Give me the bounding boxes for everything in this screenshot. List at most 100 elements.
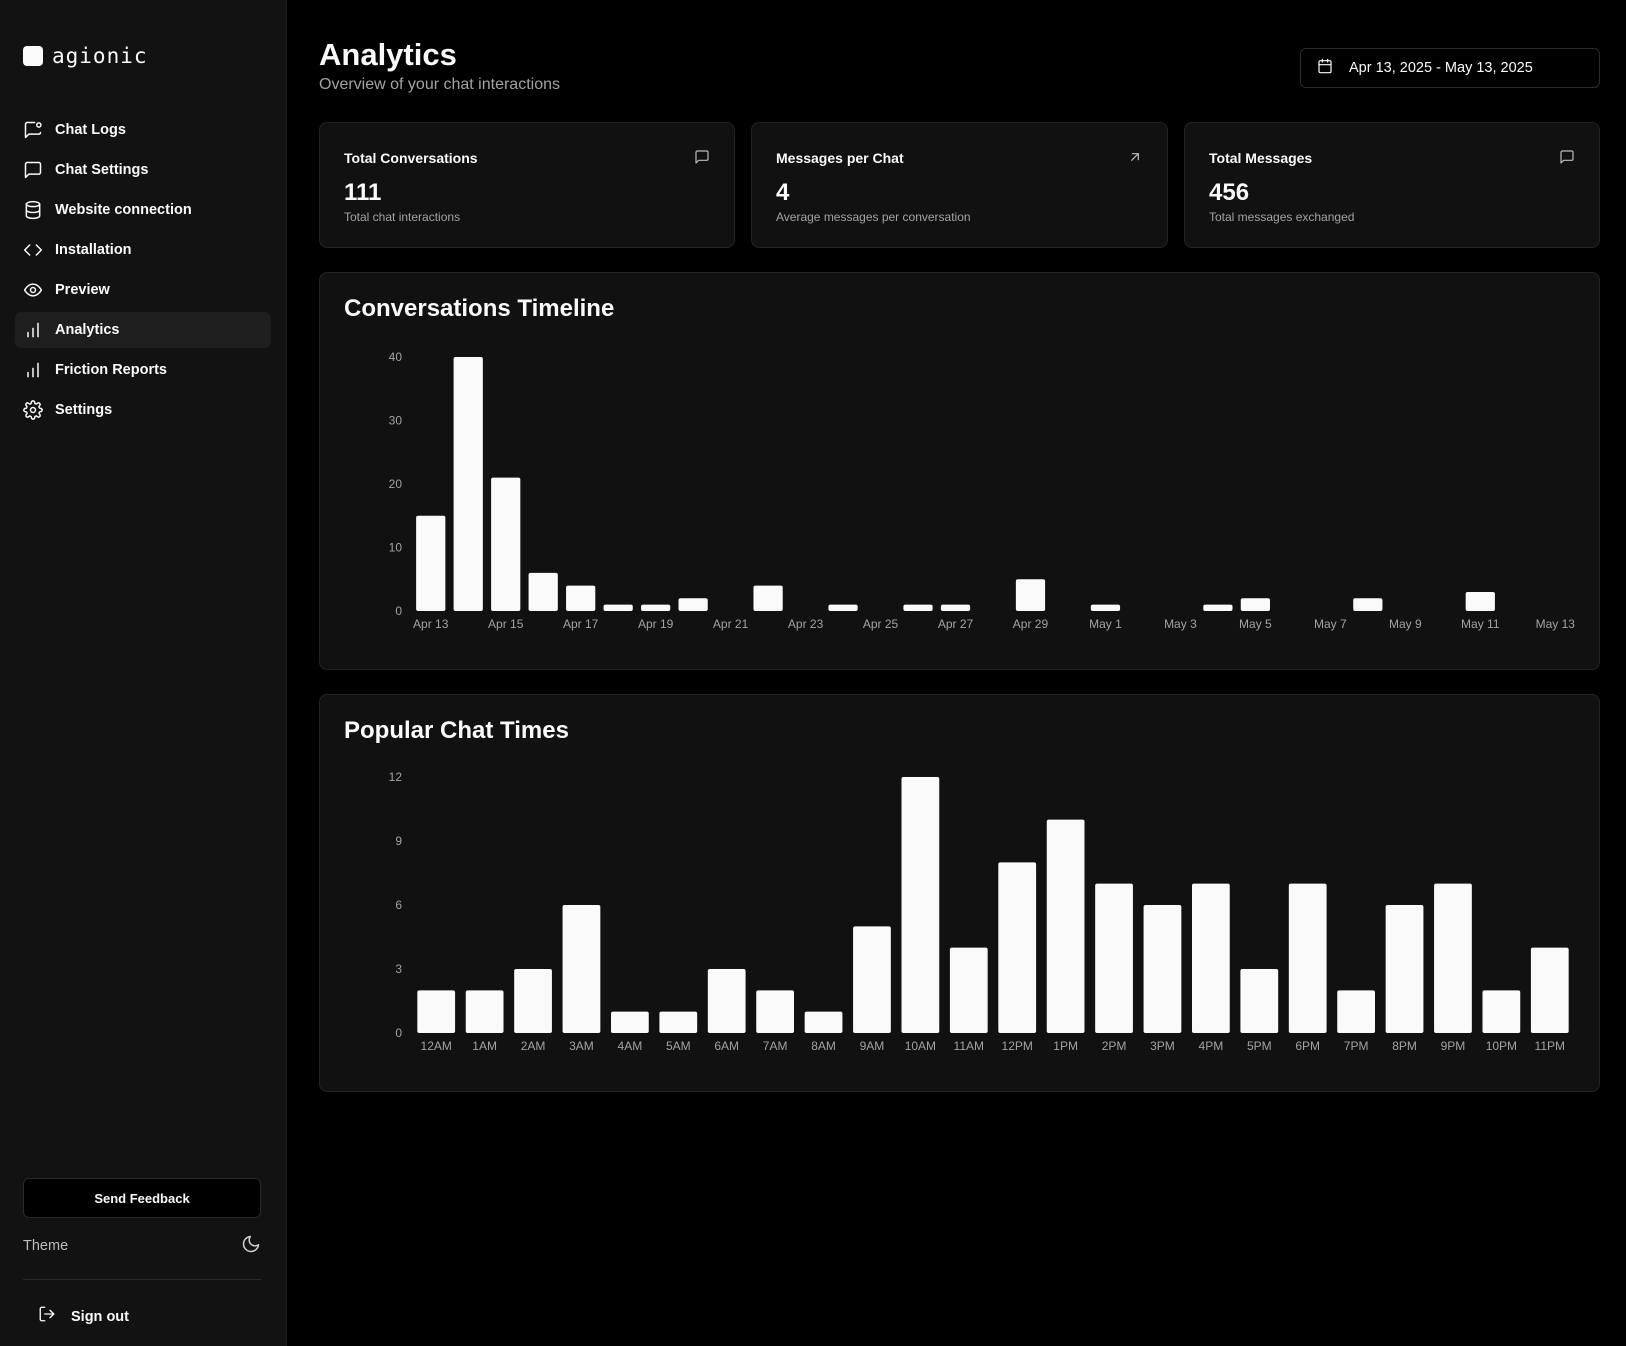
sidebar-item-preview[interactable]: Preview [15, 272, 271, 308]
x-tick-label: Apr 21 [713, 617, 749, 631]
chart-title: Popular Chat Times [344, 717, 569, 744]
bar-12am[interactable] [417, 990, 456, 1033]
x-tick-label: Apr 19 [638, 617, 674, 631]
conversations-timeline-chart: 0 10 20 30 40 Apr 13 Apr 15 Apr 17 Apr 19 Apr 21 A… [389, 350, 1576, 631]
bar-may-1[interactable] [1090, 604, 1121, 611]
x-tick-label: 6AM [714, 1039, 739, 1053]
bar-10pm[interactable] [1482, 990, 1521, 1033]
y-tick-label: 30 [389, 414, 403, 428]
bar-3am[interactable] [562, 905, 601, 1033]
y-tick-label: 20 [389, 477, 403, 491]
brand-mark-icon [23, 46, 43, 66]
x-tick-label: 9AM [860, 1039, 885, 1053]
x-tick-label: 5PM [1247, 1039, 1272, 1053]
x-tick-label: 6PM [1295, 1039, 1320, 1053]
sidebar-item-friction-reports[interactable]: Friction Reports [15, 352, 271, 388]
bar-4am[interactable] [610, 1011, 649, 1033]
bar-apr-13[interactable] [416, 515, 446, 611]
x-tick-label: 8PM [1392, 1039, 1417, 1053]
bar-may-5[interactable] [1240, 598, 1271, 611]
chat-logs-icon [23, 120, 43, 140]
sidebar-item-installation[interactable]: Installation [15, 232, 271, 268]
arrow-up-right-icon [1127, 149, 1143, 170]
bar-may-11[interactable] [1465, 591, 1495, 611]
gear-icon [23, 400, 43, 420]
x-tick-label: Apr 13 [413, 617, 449, 631]
bar-apr-15[interactable] [491, 477, 521, 611]
sidebar-item-label: Chat Logs [55, 122, 126, 138]
sign-out-button[interactable]: Sign out [38, 1305, 129, 1328]
sidebar-item-label: Settings [55, 402, 113, 418]
x-tick-label: 4PM [1199, 1039, 1224, 1053]
bar-apr-22[interactable] [753, 585, 783, 611]
bar-10am[interactable] [901, 777, 940, 1033]
x-tick-label: 5AM [666, 1039, 691, 1053]
sidebar-item-website-connection[interactable]: Website connection [15, 192, 271, 228]
bar-chart-icon [23, 320, 43, 340]
bar-1pm[interactable] [1046, 819, 1085, 1033]
sidebar: agionic Chat Logs Chat Settings Website … [0, 0, 287, 1346]
sidebar-item-label: Preview [55, 282, 110, 298]
bar-6am[interactable] [707, 969, 746, 1033]
x-tick-label: May 9 [1389, 617, 1422, 631]
sidebar-item-chat-logs[interactable]: Chat Logs [15, 112, 271, 148]
bar-12pm[interactable] [998, 862, 1037, 1033]
bar-apr-26[interactable] [903, 604, 933, 611]
x-tick-label: 3PM [1150, 1039, 1175, 1053]
bar-apr-29[interactable] [1015, 579, 1046, 611]
bar-11am[interactable] [949, 947, 988, 1033]
bar-apr-19[interactable] [641, 604, 671, 611]
bar-1am[interactable] [465, 990, 504, 1033]
bar-2pm[interactable] [1095, 883, 1133, 1033]
sidebar-item-label: Installation [55, 242, 132, 258]
page-subtitle: Overview of your chat interactions [319, 76, 560, 93]
sidebar-nav: Chat Logs Chat Settings Website connecti… [15, 112, 271, 432]
sidebar-item-analytics[interactable]: Analytics [15, 312, 271, 348]
stat-description: Total messages exchanged [1209, 210, 1355, 224]
sidebar-item-settings[interactable]: Settings [15, 392, 271, 428]
bar-5am[interactable] [659, 1011, 698, 1033]
bar-apr-16[interactable] [528, 572, 558, 611]
y-tick-label: 10 [389, 541, 403, 555]
x-tick-label: May 1 [1089, 617, 1122, 631]
sidebar-item-chat-settings[interactable]: Chat Settings [15, 152, 271, 188]
bar-11pm[interactable] [1530, 947, 1569, 1033]
bar-apr-20[interactable] [678, 598, 708, 611]
eye-icon [23, 280, 43, 300]
bar-7pm[interactable] [1337, 990, 1376, 1033]
stat-title: Messages per Chat [776, 150, 904, 166]
chat-settings-icon [23, 160, 43, 180]
bar-apr-17[interactable] [566, 585, 596, 611]
y-tick-label: 9 [395, 834, 402, 848]
bar-9am[interactable] [853, 926, 891, 1033]
x-tick-label: 9PM [1441, 1039, 1466, 1053]
log-out-icon [38, 1305, 56, 1328]
bar-may-8[interactable] [1353, 598, 1383, 611]
bar-apr-14[interactable] [453, 357, 483, 611]
bar-2am[interactable] [514, 969, 552, 1033]
bar-apr-18[interactable] [603, 604, 633, 611]
moon-icon[interactable] [241, 1234, 261, 1259]
y-tick-label: 40 [389, 350, 403, 364]
bar-8am[interactable] [804, 1011, 843, 1033]
bar-8pm[interactable] [1385, 905, 1424, 1033]
bar-9pm[interactable] [1434, 883, 1472, 1033]
x-tick-label: Apr 29 [1013, 617, 1049, 631]
bar-may-4[interactable] [1203, 604, 1233, 611]
bar-5pm[interactable] [1240, 969, 1279, 1033]
y-tick-label: 0 [395, 604, 402, 618]
bar-chart-icon [23, 360, 43, 380]
sidebar-item-label: Friction Reports [55, 362, 167, 378]
bar-6pm[interactable] [1288, 883, 1327, 1033]
bar-7am[interactable] [756, 990, 795, 1033]
bar-apr-24[interactable] [828, 604, 858, 611]
x-tick-label: May 11 [1461, 617, 1500, 631]
brand-logo[interactable]: agionic [23, 44, 148, 68]
sidebar-item-label: Chat Settings [55, 162, 149, 178]
bar-4pm[interactable] [1191, 883, 1230, 1033]
bar-3pm[interactable] [1143, 905, 1182, 1033]
x-tick-label: Apr 25 [863, 617, 899, 631]
bar-apr-27[interactable] [940, 604, 971, 611]
date-range-picker[interactable]: Apr 13, 2025 - May 13, 2025 [1300, 48, 1600, 88]
send-feedback-button[interactable]: Send Feedback [23, 1178, 261, 1218]
